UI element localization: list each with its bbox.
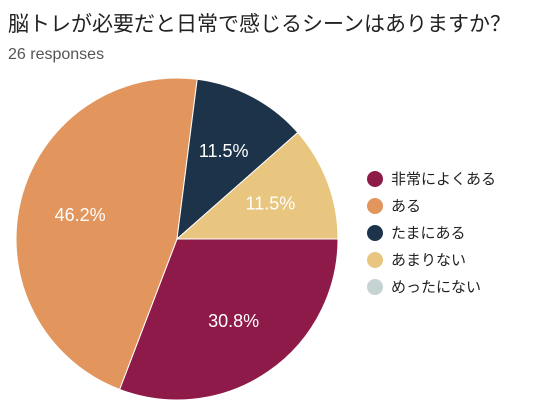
legend-item-0: 非常によくある [367, 170, 496, 188]
legend-item-1: ある [367, 197, 421, 215]
pie-slice-3 [175, 131, 339, 240]
legend-label-0: 非常によくある [391, 170, 496, 188]
legend-swatch-2 [367, 225, 383, 241]
pie-slice-1-percent-label: 46.2% [55, 205, 106, 225]
pie-slice-2 [176, 78, 299, 241]
legend-label-2: たまにある [391, 224, 466, 242]
pie-slice-1 [15, 77, 198, 391]
legend-swatch-4 [367, 279, 383, 295]
chart-title: 脳トレが必要だと日常で感じるシーンはありますか？ [8, 12, 511, 36]
legend-item-3: あまりない [367, 251, 466, 269]
pie-slice-3-percent-label: 11.5% [246, 194, 296, 214]
legend-swatch-0 [367, 171, 383, 187]
legend-label-4: めったにない [391, 278, 481, 296]
legend-label-1: ある [391, 197, 421, 215]
legend-item-4: めったにない [367, 278, 481, 296]
legend-item-2: たまにある [367, 224, 466, 242]
pie-slice-0-percent-label: 30.8% [208, 311, 259, 331]
pie-slice-0 [118, 238, 339, 401]
legend-swatch-1 [367, 198, 383, 214]
pie-slice-2-percent-label: 11.5% [199, 141, 249, 161]
legend-label-3: あまりない [391, 251, 466, 269]
pie-slices [15, 77, 339, 401]
pie-slice-labels: 30.8% 46.2% 11.5% 11.5% [55, 141, 296, 331]
response-count: 26 responses [8, 46, 105, 63]
legend-swatch-3 [367, 252, 383, 268]
